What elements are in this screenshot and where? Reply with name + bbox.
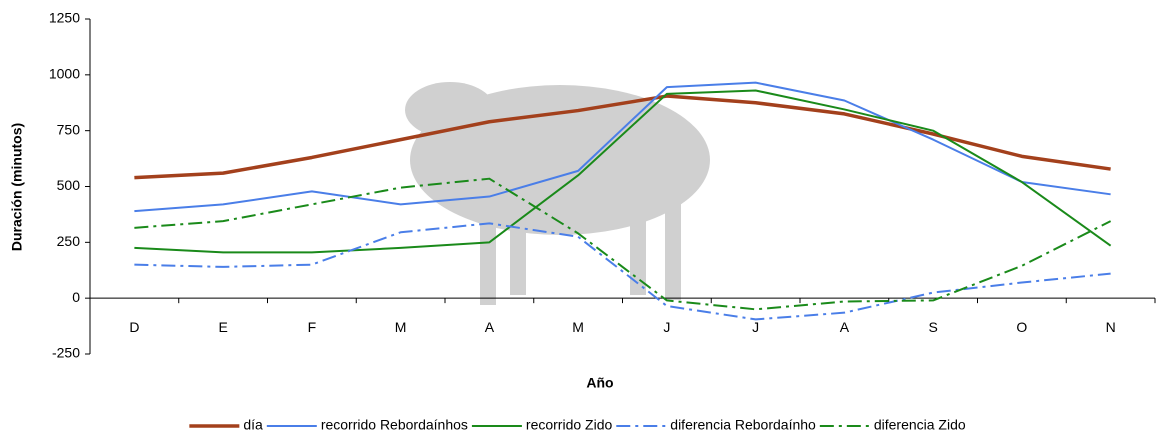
y-tick-label: 250	[57, 233, 81, 249]
x-tick-label: J	[663, 319, 670, 335]
series-line	[134, 94, 1111, 180]
legend-label: diferencia Rebordaínho	[670, 417, 816, 433]
y-tick-label: 1250	[49, 10, 80, 26]
y-tick-label: 750	[57, 121, 81, 137]
x-tick-label: N	[1106, 319, 1116, 335]
series-line	[134, 177, 1112, 311]
legend-label: recorrido Zido	[526, 417, 613, 433]
x-tick-label: M	[395, 319, 407, 335]
legend-label: diferencia Zido	[874, 417, 966, 433]
y-tick-label: 500	[57, 177, 81, 193]
x-axis-title: Año	[586, 375, 613, 391]
y-tick-label: 1000	[49, 66, 80, 82]
y-tick-label: 0	[72, 289, 80, 305]
y-axis-title: Duración (minutos)	[9, 123, 25, 251]
series-line	[134, 89, 1112, 254]
x-tick-label: E	[218, 319, 227, 335]
x-tick-label: J	[752, 319, 759, 335]
x-tick-label: O	[1016, 319, 1027, 335]
x-tick-label: A	[485, 319, 495, 335]
sheep-illustration	[405, 82, 710, 305]
series-line	[134, 222, 1111, 321]
series-line	[134, 81, 1111, 213]
x-tick-label: A	[840, 319, 850, 335]
legend-label: recorrido Rebordaínhos	[321, 417, 468, 433]
x-tick-label: D	[129, 319, 139, 335]
x-tick-label: F	[308, 319, 317, 335]
x-tick-label: M	[572, 319, 584, 335]
legend-label: día	[243, 417, 263, 433]
x-tick-label: S	[928, 319, 937, 335]
y-tick-label: -250	[52, 345, 80, 361]
